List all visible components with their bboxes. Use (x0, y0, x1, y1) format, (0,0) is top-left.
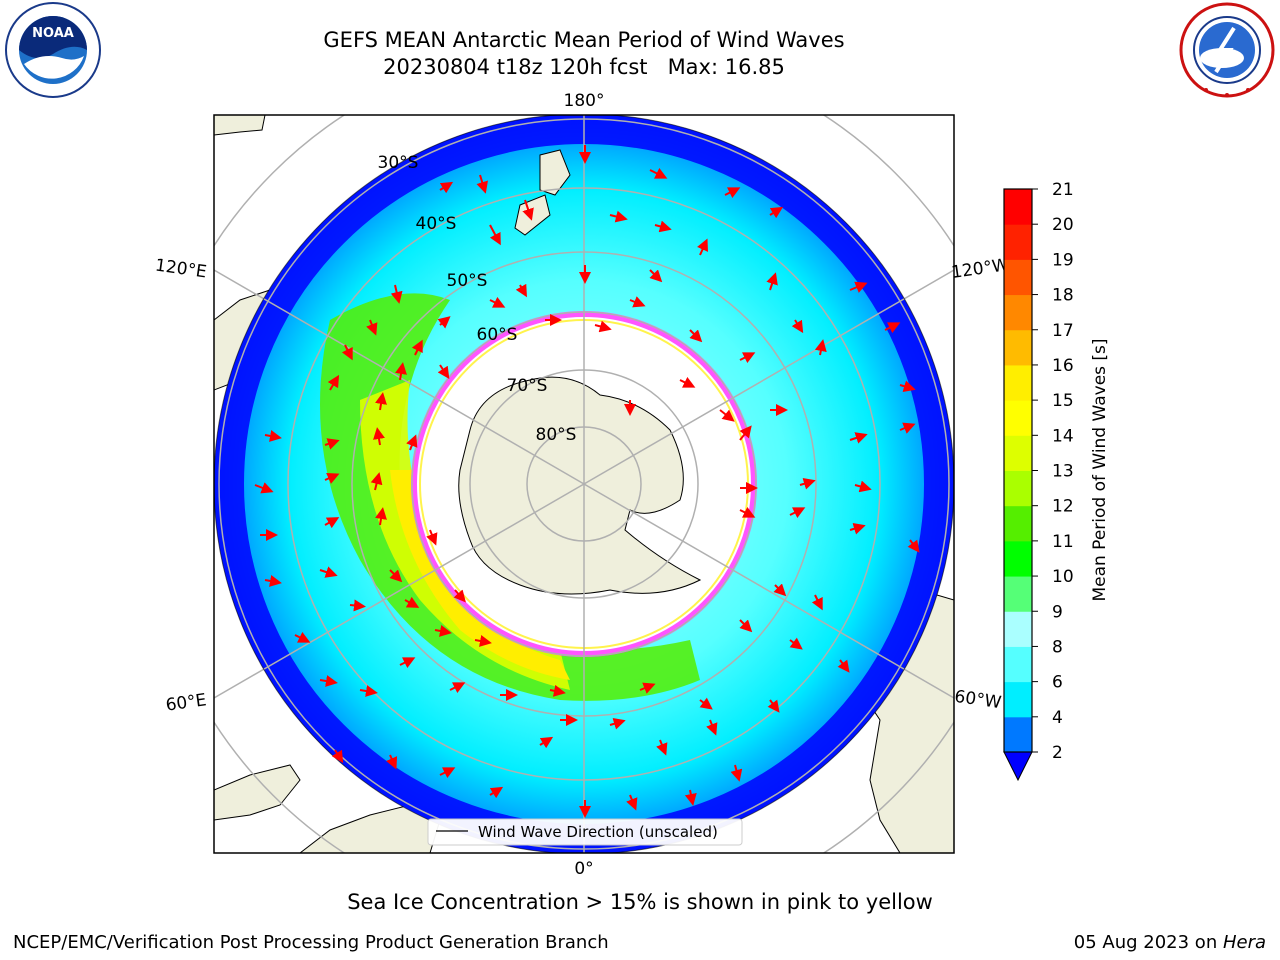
colorbar-tick-label: 6 (1052, 673, 1063, 693)
colorbar-tick-label: 15 (1052, 391, 1074, 411)
australia-land (214, 115, 266, 136)
colorbar-bin (1004, 224, 1032, 260)
map-frame (213, 114, 955, 854)
colorbar-bin (1004, 505, 1032, 542)
colorbar-bin (1004, 329, 1032, 366)
colorbar-bin (1004, 716, 1032, 753)
latitude-label-30s: 30°S (378, 153, 419, 173)
colorbar-tick-label: 4 (1052, 708, 1063, 728)
colorbar-bin (1004, 646, 1032, 683)
new-zealand-land (539, 149, 571, 196)
meridian-label-120e: 120°E (154, 255, 208, 282)
colorbar-bin (1004, 189, 1032, 225)
colorbar-bin (1004, 470, 1032, 507)
noaa-logo-icon: NOAA (5, 2, 101, 98)
colorbar-tick-label: 12 (1052, 497, 1074, 517)
chart-title: GEFS MEAN Antarctic Mean Period of Wind … (323, 28, 845, 52)
colorbar-tick-label: 2 (1052, 743, 1063, 763)
latitude-label-50s: 50°S (447, 271, 488, 291)
colorbar-tick-label: 21 (1052, 180, 1074, 200)
colorbar-bin (1004, 576, 1032, 612)
sea-ice-footnote: Sea Ice Concentration > 15% is shown in … (347, 890, 933, 914)
colorbar-bin (1004, 681, 1032, 718)
colorbar-tick-label: 16 (1052, 356, 1074, 376)
colorbar-bin (1004, 259, 1032, 296)
colorbar-bin (1004, 540, 1032, 577)
colorbar: 2 4 6 8 9 10 11 12 13 14 15 16 17 18 19 20 21 (1003, 180, 1074, 782)
colorbar-tick-label: 11 (1052, 532, 1074, 552)
colorbar-tick-label: 17 (1052, 321, 1074, 341)
antarctica-land (458, 376, 702, 595)
latitude-label-60s: 60°S (477, 325, 518, 345)
footer-host: Hera (1222, 932, 1266, 953)
latitude-label-40s: 40°S (416, 214, 457, 234)
colorbar-label: Mean Period of Wind Waves [s] (1090, 338, 1110, 601)
meridian-label-60w: 60°W (953, 687, 1002, 713)
meridian-label-120w: 120°W (950, 255, 1010, 283)
colorbar-tick-label: 14 (1052, 426, 1074, 446)
colorbar-tick-label: 13 (1052, 462, 1074, 482)
footer-date-text: 05 Aug 2023 on (1073, 932, 1223, 953)
wind-wave-arrows (254, 145, 920, 818)
footer-date: 05 Aug 2023 on Hera (1074, 932, 1266, 953)
map-legend: Wind Wave Direction (unscaled) (427, 818, 743, 846)
colorbar-tick-label: 9 (1052, 602, 1063, 622)
africa-land (214, 764, 301, 821)
footer-credit: NCEP/EMC/Verification Post Processing Pr… (13, 932, 609, 953)
colorbar-bin (1004, 611, 1032, 647)
colorbar-tick-label: 8 (1052, 637, 1063, 657)
colorbar-bin (1004, 400, 1032, 436)
colorbar-bin (1004, 364, 1032, 401)
noaa-logo-text: NOAA (32, 26, 74, 41)
colorbar-tick-label: 18 (1052, 286, 1074, 306)
nws-logo-icon (1179, 2, 1275, 98)
meridian-label-180: 180° (564, 91, 605, 111)
graticule (214, 115, 954, 853)
legend-label: Wind Wave Direction (unscaled) (478, 823, 718, 841)
meridian-label-0: 0° (574, 859, 593, 879)
latitude-label-80s: 80°S (536, 425, 577, 445)
meridian-label-60e: 60°E (165, 690, 208, 715)
colorbar-tick-label: 10 (1052, 567, 1074, 587)
colorbar-tick-label: 19 (1052, 250, 1074, 270)
colorbar-extend-min (1003, 751, 1033, 782)
chart-subtitle: 20230804 t18z 120h fcst Max: 16.85 (383, 55, 785, 79)
colorbar-bin (1004, 435, 1032, 471)
latitude-label-70s: 70°S (507, 376, 548, 396)
colorbar-bin (1004, 294, 1032, 331)
colorbar-tick-label: 20 (1052, 215, 1074, 235)
